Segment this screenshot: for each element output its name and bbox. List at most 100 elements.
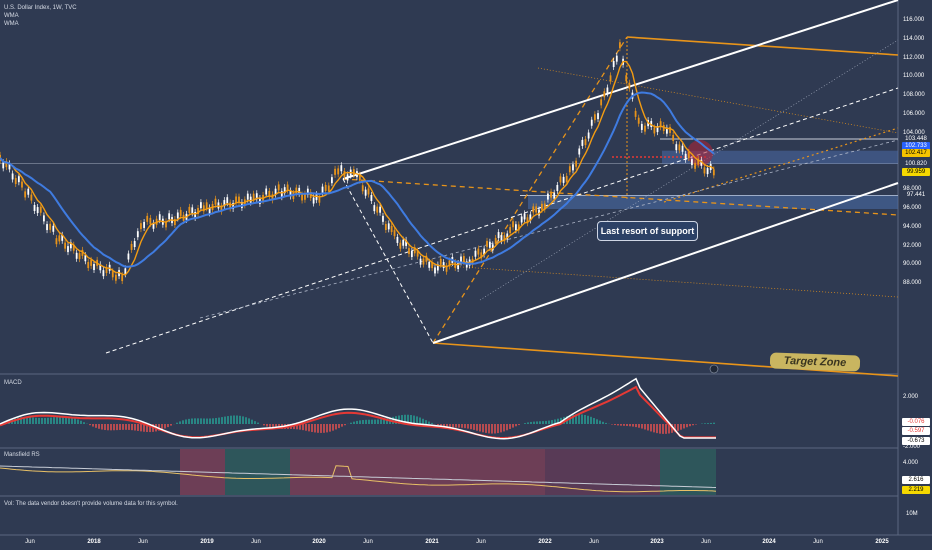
candle-body bbox=[265, 188, 268, 195]
volume-tick: 10M bbox=[906, 511, 918, 517]
mrs-band bbox=[545, 449, 660, 495]
time-axis-month: Jun bbox=[701, 539, 711, 545]
macd-bar bbox=[272, 424, 274, 429]
mrs-ma-value-tag: 2.219 bbox=[902, 486, 930, 494]
candle-body bbox=[529, 214, 532, 221]
candle-body bbox=[361, 185, 364, 192]
macd-bar bbox=[401, 415, 403, 424]
macd-bar bbox=[494, 424, 496, 434]
candle-body bbox=[581, 139, 584, 146]
time-axis-year: 2021 bbox=[425, 539, 439, 545]
macd-bar bbox=[275, 424, 277, 429]
macd-bar bbox=[212, 418, 214, 424]
macd-bar bbox=[317, 424, 319, 433]
macd-bar bbox=[59, 416, 61, 424]
price-candles bbox=[0, 39, 715, 285]
candle-body bbox=[223, 200, 226, 207]
macd-bar bbox=[650, 424, 652, 432]
macd-bar bbox=[29, 417, 31, 424]
price-tick: 108.000 bbox=[903, 92, 925, 99]
macd-bar bbox=[428, 421, 430, 424]
candle-body bbox=[644, 125, 646, 132]
macd-bar bbox=[65, 416, 67, 424]
price-tag: 97.441 bbox=[902, 191, 930, 200]
candle-body bbox=[292, 192, 295, 199]
candle-body bbox=[214, 198, 217, 205]
candle-body bbox=[603, 91, 606, 98]
macd-bar bbox=[191, 418, 193, 424]
candle-body bbox=[572, 164, 574, 171]
candle-body bbox=[8, 163, 11, 170]
mrs-line bbox=[0, 465, 717, 493]
macd-bar bbox=[137, 424, 139, 431]
candle-body bbox=[587, 132, 590, 139]
macd-bar bbox=[179, 421, 181, 424]
candle-body bbox=[197, 207, 199, 214]
candle-body bbox=[393, 230, 396, 237]
candle-body bbox=[448, 260, 451, 267]
candle-body bbox=[700, 159, 703, 166]
candle-body bbox=[413, 247, 416, 254]
candle-body bbox=[81, 249, 84, 256]
mrs-tick: 4.000 bbox=[903, 460, 919, 466]
macd-bar bbox=[410, 415, 412, 424]
candle-body bbox=[387, 223, 390, 230]
candle-body bbox=[656, 126, 659, 133]
target-zone-label: Target Zone bbox=[783, 354, 847, 370]
candle-body bbox=[87, 262, 90, 269]
macd-bar bbox=[551, 420, 553, 424]
macd-bar bbox=[308, 424, 310, 432]
candle-body bbox=[703, 167, 706, 174]
price-tick: 104.000 bbox=[903, 129, 925, 136]
macd-bar bbox=[92, 424, 94, 427]
mrs-band bbox=[430, 449, 545, 495]
macd-bar bbox=[644, 424, 646, 430]
fib-lower-boundary bbox=[432, 342, 899, 377]
time-axis-month: Jun bbox=[138, 539, 148, 545]
candle-body bbox=[517, 224, 520, 231]
macd-bar bbox=[593, 418, 595, 424]
candle-body bbox=[678, 144, 681, 151]
macd-bar bbox=[341, 424, 343, 427]
candle-body bbox=[428, 261, 431, 268]
candle-body bbox=[488, 241, 491, 248]
macd-bar bbox=[185, 419, 187, 424]
macd-bar bbox=[656, 424, 658, 434]
macd-bar bbox=[443, 424, 445, 427]
candle-body bbox=[384, 223, 387, 230]
candle-body bbox=[606, 87, 609, 94]
macd-bar bbox=[446, 424, 448, 428]
candle-body bbox=[21, 181, 23, 188]
macd-bar bbox=[629, 424, 631, 427]
macd-bar bbox=[626, 424, 628, 427]
macd-bar bbox=[164, 424, 166, 429]
highlight-circle bbox=[687, 140, 713, 166]
macd-bar bbox=[167, 424, 169, 428]
candle-body bbox=[431, 262, 433, 269]
candle-body bbox=[550, 191, 552, 198]
macd-bar bbox=[239, 415, 241, 424]
macd-bar bbox=[314, 424, 316, 433]
candle-body bbox=[509, 227, 512, 234]
macd-bar bbox=[710, 422, 712, 424]
time-axis-year: 2020 bbox=[312, 539, 326, 545]
candle-body bbox=[229, 202, 232, 209]
price-tick: 92.000 bbox=[903, 242, 922, 249]
candle-body bbox=[562, 176, 565, 183]
macd-bar bbox=[254, 421, 256, 424]
candle-body bbox=[39, 206, 42, 213]
macd-bar bbox=[539, 421, 541, 424]
candle-body bbox=[697, 158, 700, 165]
macd-bar bbox=[455, 424, 457, 428]
macd-bar bbox=[320, 424, 322, 433]
candle-body bbox=[367, 188, 370, 195]
candle-body bbox=[439, 258, 442, 265]
candle-body bbox=[24, 191, 27, 198]
macd-bar bbox=[77, 419, 79, 424]
macd-bar bbox=[98, 424, 100, 429]
macd-bar bbox=[512, 424, 514, 428]
candle-body bbox=[252, 193, 255, 200]
candle-body bbox=[515, 224, 517, 231]
macd-bar bbox=[89, 424, 91, 426]
